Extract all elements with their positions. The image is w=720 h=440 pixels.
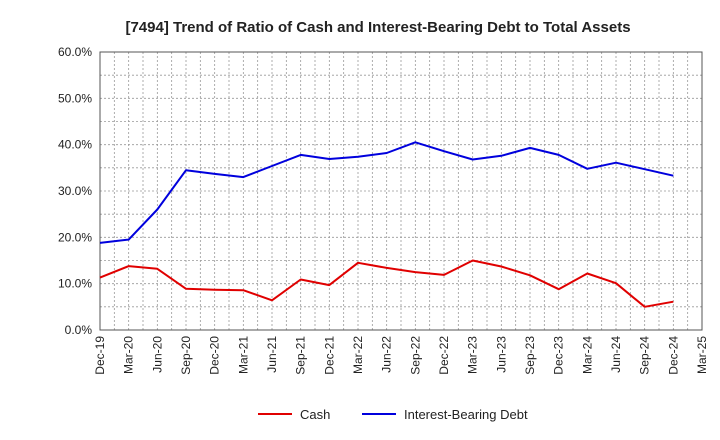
- x-tick-label: Jun-22: [380, 336, 394, 373]
- y-axis: 0.0% 10.0% 20.0% 30.0% 40.0% 50.0% 60.0%: [58, 45, 92, 337]
- x-tick-label: Sep-20: [179, 336, 193, 375]
- x-tick-label: Sep-24: [638, 336, 652, 375]
- y-tick-label: 10.0%: [58, 277, 92, 291]
- y-tick-label: 20.0%: [58, 230, 92, 244]
- plot-area: [99, 51, 703, 331]
- x-tick-label: Jun-23: [494, 336, 508, 373]
- y-tick-label: 0.0%: [65, 323, 93, 337]
- y-tick-label: 30.0%: [58, 184, 92, 198]
- x-tick-label: Dec-21: [322, 336, 336, 375]
- x-tick-label: Dec-19: [93, 336, 107, 375]
- y-tick-label: 50.0%: [58, 91, 92, 105]
- x-tick-label: Mar-23: [466, 336, 480, 374]
- x-tick-label: Sep-23: [523, 336, 537, 375]
- legend: Cash Interest-Bearing Debt: [258, 407, 528, 422]
- x-tick-label: Dec-22: [437, 336, 451, 375]
- series-line-interest-bearing-debt: [99, 141, 674, 244]
- legend-label-cash: Cash: [300, 407, 330, 422]
- x-tick-label: Jun-20: [150, 336, 164, 373]
- chart-title: [7494] Trend of Ratio of Cash and Intere…: [125, 19, 630, 36]
- x-tick-label: Jun-24: [609, 336, 623, 373]
- x-tick-label: Mar-20: [122, 336, 136, 374]
- x-tick-label: Sep-22: [408, 336, 422, 375]
- legend-label-debt: Interest-Bearing Debt: [404, 407, 528, 422]
- x-tick-label: Dec-23: [552, 336, 566, 375]
- x-tick-label: Dec-20: [208, 336, 222, 375]
- x-tick-label: Jun-21: [265, 336, 279, 373]
- series-lines: [99, 141, 674, 308]
- x-tick-label: Mar-25: [695, 336, 709, 374]
- x-tick-label: Mar-24: [580, 336, 594, 374]
- x-axis: Dec-19 Mar-20 Jun-20 Sep-20 Dec-20 Mar-21 Jun-…: [93, 336, 709, 375]
- x-tick-label: Mar-21: [236, 336, 250, 374]
- x-tick-label: Dec-24: [666, 336, 680, 375]
- x-tick-label: Mar-22: [351, 336, 365, 374]
- x-tick-label: Sep-21: [294, 336, 308, 375]
- series-line-cash: [99, 259, 674, 308]
- y-tick-label: 40.0%: [58, 138, 92, 152]
- y-tick-label: 60.0%: [58, 45, 92, 59]
